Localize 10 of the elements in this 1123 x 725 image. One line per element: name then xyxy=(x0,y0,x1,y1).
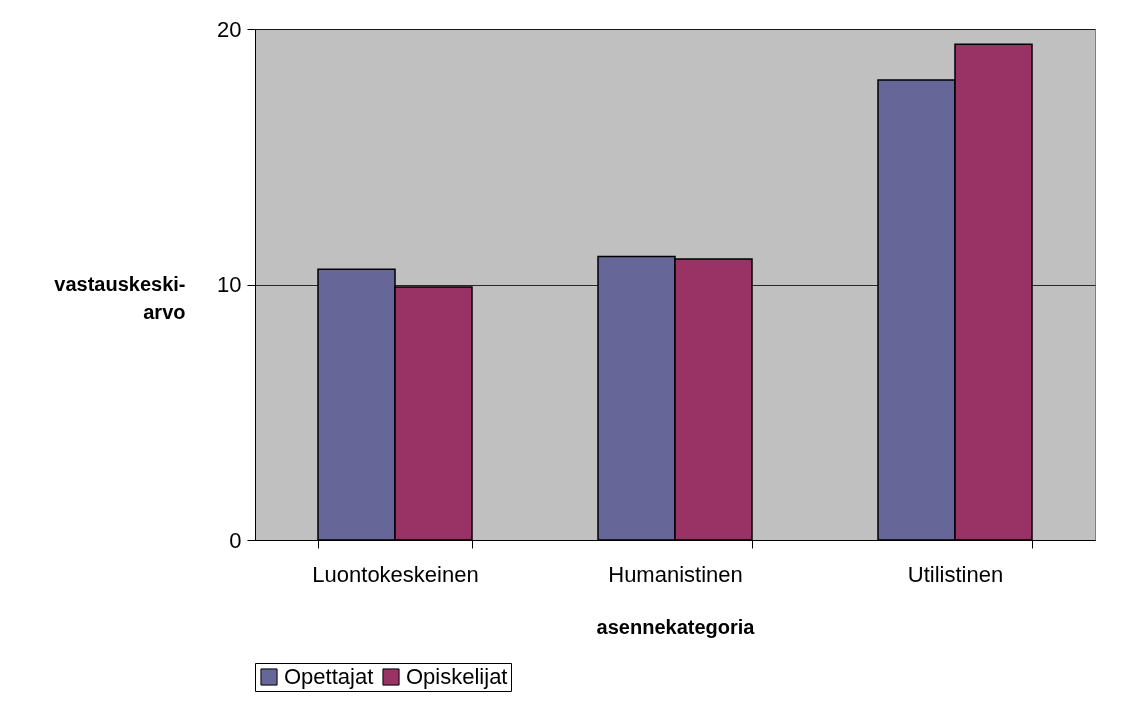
x-tick-label: Utilistinen xyxy=(907,561,1004,587)
y-tick-label: 20 xyxy=(217,16,242,42)
y-tick-label: 0 xyxy=(229,527,242,553)
x-tick-label: Humanistinen xyxy=(608,561,743,587)
y-tick-label: 10 xyxy=(217,272,242,297)
y-axis-title: vastauskeski-arvo xyxy=(54,272,186,323)
x-axis-title: asennekategoria xyxy=(596,615,756,638)
x-tick-label: Luontokeskeinen xyxy=(312,561,479,587)
legend-label: Opiskelijat xyxy=(406,664,508,689)
legend-label: Opettajat xyxy=(284,664,374,689)
